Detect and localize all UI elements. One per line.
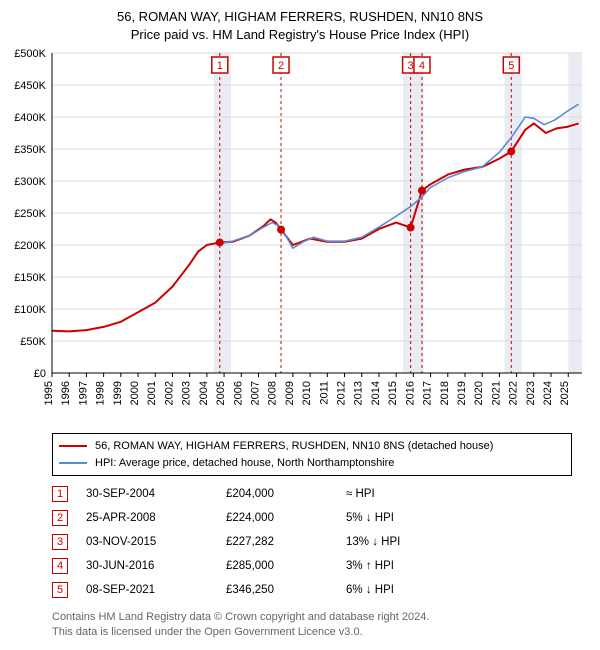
svg-text:2006: 2006 <box>232 381 244 405</box>
legend-label: 56, ROMAN WAY, HIGHAM FERRERS, RUSHDEN, … <box>95 438 493 455</box>
event-price: £346,250 <box>226 584 346 596</box>
price-chart: £0 £50K £100K £150K £200K £250K £300K £350K £400… <box>10 47 590 427</box>
svg-text:2019: 2019 <box>456 381 468 405</box>
svg-text:2000: 2000 <box>129 381 141 405</box>
svg-text:1999: 1999 <box>112 381 124 405</box>
sale-event-row: 5 08-SEP-2021£346,2506% ↓ HPI <box>52 578 572 602</box>
event-price: £285,000 <box>226 560 346 572</box>
svg-text:2024: 2024 <box>542 381 554 405</box>
svg-text:£400K: £400K <box>14 112 46 124</box>
svg-text:2013: 2013 <box>353 381 365 405</box>
legend-item: 56, ROMAN WAY, HIGHAM FERRERS, RUSHDEN, … <box>59 438 565 455</box>
event-date: 08-SEP-2021 <box>86 584 226 596</box>
sale-event-row: 4 30-JUN-2016£285,0003% ↑ HPI <box>52 554 572 578</box>
event-index-box: 5 <box>52 582 68 598</box>
svg-text:2023: 2023 <box>525 381 537 405</box>
svg-text:2025: 2025 <box>559 381 571 405</box>
svg-text:2007: 2007 <box>249 381 261 405</box>
sale-event-row: 3 03-NOV-2015£227,28213% ↓ HPI <box>52 530 572 554</box>
event-hpi-relation: 3% ↑ HPI <box>346 560 572 572</box>
svg-text:2003: 2003 <box>181 381 193 405</box>
sale-event-row: 2 25-APR-2008£224,0005% ↓ HPI <box>52 506 572 530</box>
svg-text:2011: 2011 <box>318 381 330 405</box>
svg-text:£450K: £450K <box>14 80 46 92</box>
svg-text:£500K: £500K <box>14 48 46 60</box>
svg-text:1996: 1996 <box>60 381 72 405</box>
event-hpi-relation: 13% ↓ HPI <box>346 536 572 548</box>
svg-text:2005: 2005 <box>215 381 227 405</box>
svg-text:£200K: £200K <box>14 240 46 252</box>
event-price: £204,000 <box>226 488 346 500</box>
title-line-1: 56, ROMAN WAY, HIGHAM FERRERS, RUSHDEN, … <box>10 8 590 26</box>
event-index-box: 1 <box>52 486 68 502</box>
event-price: £224,000 <box>226 512 346 524</box>
svg-text:2: 2 <box>278 60 284 72</box>
legend-swatch <box>59 445 87 447</box>
chart-title: 56, ROMAN WAY, HIGHAM FERRERS, RUSHDEN, … <box>10 8 590 43</box>
svg-text:2009: 2009 <box>284 381 296 405</box>
svg-text:2001: 2001 <box>146 381 158 405</box>
event-hpi-relation: 5% ↓ HPI <box>346 512 572 524</box>
legend-swatch <box>59 462 87 464</box>
svg-text:£0: £0 <box>34 368 46 380</box>
svg-text:2018: 2018 <box>439 381 451 405</box>
svg-text:3: 3 <box>408 60 414 72</box>
event-hpi-relation: 6% ↓ HPI <box>346 584 572 596</box>
legend: 56, ROMAN WAY, HIGHAM FERRERS, RUSHDEN, … <box>52 433 572 476</box>
svg-text:5: 5 <box>508 60 514 72</box>
event-hpi-relation: ≈ HPI <box>346 488 572 500</box>
svg-text:2021: 2021 <box>490 381 502 405</box>
sale-events-table: 1 30-SEP-2004£204,000≈ HPI 2 25-APR-2008£22… <box>52 482 572 602</box>
svg-text:£300K: £300K <box>14 176 46 188</box>
svg-text:2010: 2010 <box>301 381 313 405</box>
svg-text:£100K: £100K <box>14 304 46 316</box>
svg-text:2017: 2017 <box>422 381 434 405</box>
event-date: 03-NOV-2015 <box>86 536 226 548</box>
event-date: 30-JUN-2016 <box>86 560 226 572</box>
legend-item: HPI: Average price, detached house, Nort… <box>59 455 565 472</box>
svg-text:£250K: £250K <box>14 208 46 220</box>
event-price: £227,282 <box>226 536 346 548</box>
svg-text:2012: 2012 <box>336 381 348 405</box>
event-index-box: 3 <box>52 534 68 550</box>
svg-text:2015: 2015 <box>387 381 399 405</box>
svg-text:£50K: £50K <box>20 336 46 348</box>
svg-text:4: 4 <box>419 60 425 72</box>
svg-text:1: 1 <box>217 60 223 72</box>
svg-text:2020: 2020 <box>473 381 485 405</box>
svg-text:2002: 2002 <box>163 381 175 405</box>
license-text: Contains HM Land Registry data © Crown c… <box>52 610 572 640</box>
svg-text:2008: 2008 <box>267 381 279 405</box>
title-line-2: Price paid vs. HM Land Registry's House … <box>10 26 590 44</box>
event-index-box: 2 <box>52 510 68 526</box>
event-index-box: 4 <box>52 558 68 574</box>
svg-text:1995: 1995 <box>43 381 55 405</box>
event-date: 30-SEP-2004 <box>86 488 226 500</box>
svg-text:1998: 1998 <box>95 381 107 405</box>
sale-event-row: 1 30-SEP-2004£204,000≈ HPI <box>52 482 572 506</box>
legend-label: HPI: Average price, detached house, Nort… <box>95 455 394 472</box>
svg-text:2022: 2022 <box>508 381 520 405</box>
svg-text:1997: 1997 <box>77 381 89 405</box>
event-date: 25-APR-2008 <box>86 512 226 524</box>
svg-text:2014: 2014 <box>370 381 382 405</box>
svg-text:£350K: £350K <box>14 144 46 156</box>
svg-text:£150K: £150K <box>14 272 46 284</box>
svg-text:2004: 2004 <box>198 381 210 405</box>
svg-text:2016: 2016 <box>404 381 416 405</box>
